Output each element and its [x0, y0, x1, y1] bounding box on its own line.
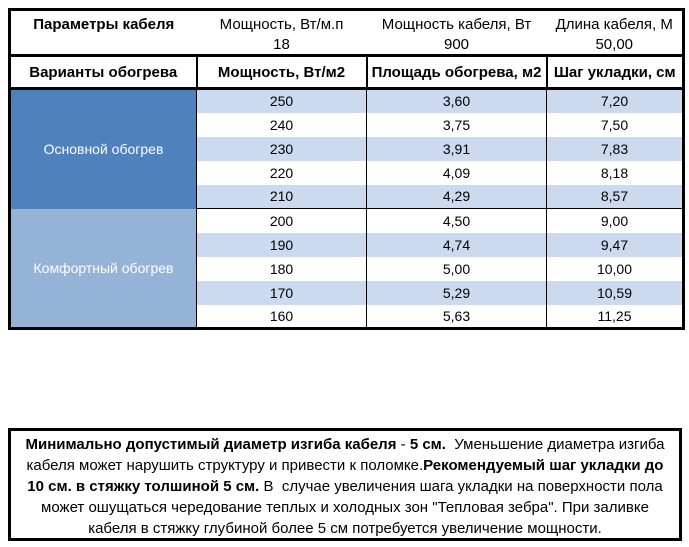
- power-density-cell: 230: [196, 136, 367, 161]
- cable-length-value: 50,00: [595, 35, 634, 53]
- laying-step-header: Шаг укладки, см: [545, 54, 684, 90]
- table-row: 210 4,29 8,57: [10, 184, 684, 209]
- laying-step-cell: 10,00: [546, 256, 684, 281]
- params-title: Параметры кабеля: [33, 15, 175, 33]
- heating-area-cell: 5,29: [366, 280, 547, 305]
- note-box: Минимально допустимый диаметр изгиба каб…: [8, 428, 682, 541]
- cable-length-header: Длина кабеля, М: [555, 15, 673, 33]
- table-row: 190 4,74 9,47: [10, 232, 684, 257]
- note-separator: -: [396, 436, 410, 453]
- laying-step-cell: 9,00: [546, 208, 684, 233]
- power-density-cell: 200: [196, 208, 367, 233]
- table-row: 180 5,00 10,00: [10, 256, 684, 281]
- variants-header-row: Варианты обогрева Мощность, Вт/м2 Площад…: [9, 54, 684, 90]
- heating-area-cell: 4,50: [366, 208, 547, 233]
- params-value-row: 18 900 50,00: [10, 35, 684, 56]
- laying-step-cell: 10,59: [546, 280, 684, 305]
- laying-step-cell: 9,47: [546, 232, 684, 257]
- laying-step-cell: 11,25: [546, 304, 684, 329]
- heating-area-cell: 4,74: [366, 232, 547, 257]
- power-density-header: Мощность, Вт/м2: [195, 54, 367, 90]
- heating-area-cell: 3,75: [366, 112, 547, 137]
- heating-area-cell: 4,29: [366, 184, 547, 209]
- table-row: 220 4,09 8,18: [10, 160, 684, 185]
- table-row: 170 5,29 10,59: [10, 280, 684, 305]
- heating-area-cell: 5,00: [366, 256, 547, 281]
- note-text-thermal-zebra: В случае увеличения шага укладки на пове…: [41, 478, 667, 537]
- power-per-meter-value: 18: [273, 35, 290, 53]
- note-text-structure-warning: Уменьшение диаметра изгиба кабеля может …: [26, 436, 669, 474]
- params-header-row: Параметры кабеля Мощность, Вт/м.п Мощнос…: [10, 10, 684, 35]
- heating-area-cell: 5,63: [366, 304, 547, 329]
- section-label-comfort-heating: Комфортный обогрев: [9, 208, 197, 329]
- table-row: 160 5,63 11,25: [10, 304, 684, 329]
- power-per-meter-header: Мощность, Вт/м.п: [219, 15, 344, 33]
- table-row: Основной обогрев 250 3,60 7,20: [9, 88, 684, 209]
- laying-step-cell: 8,18: [546, 160, 684, 185]
- heating-area-header: Площадь обогрева, м2: [365, 54, 547, 90]
- heating-area-cell: 3,91: [366, 136, 547, 161]
- power-density-cell: 170: [196, 280, 367, 305]
- params-empty-cell: [10, 35, 197, 56]
- power-density-cell: 220: [196, 160, 367, 185]
- laying-step-cell: 7,83: [546, 136, 684, 161]
- heating-area-cell: 3,60: [366, 88, 547, 113]
- note-bold-recommended-step: Рекомендуемый шаг укладки до 10 см. в ст…: [27, 457, 668, 495]
- table-row: 230 3,91 7,83: [10, 136, 684, 161]
- cable-parameters-table: Параметры кабеля Мощность, Вт/м.п Мощнос…: [8, 8, 685, 330]
- laying-step-cell: 7,50: [546, 112, 684, 137]
- laying-step-cell: 7,20: [546, 88, 684, 113]
- note-bold-5cm: 5 см.: [409, 436, 446, 453]
- cable-power-value: 900: [443, 35, 470, 53]
- variants-header: Варианты обогрева: [9, 54, 197, 90]
- table-row: Комфортный обогрев 200 4,50 9,00: [9, 208, 684, 329]
- power-density-cell: 180: [196, 256, 367, 281]
- power-density-cell: 210: [196, 184, 367, 209]
- power-density-cell: 190: [196, 232, 367, 257]
- section-label-main-heating: Основной обогрев: [9, 88, 197, 209]
- heating-area-cell: 4,09: [366, 160, 547, 185]
- laying-step-cell: 8,57: [546, 184, 684, 209]
- cable-power-header: Мощность кабеля, Вт: [381, 15, 532, 33]
- power-density-cell: 250: [196, 88, 367, 113]
- note-bold-min-bend-diameter: Минимально допустимый диаметр изгиба каб…: [25, 436, 397, 453]
- power-density-cell: 240: [196, 112, 367, 137]
- table-row: 240 3,75 7,50: [10, 112, 684, 137]
- power-density-cell: 160: [196, 304, 367, 329]
